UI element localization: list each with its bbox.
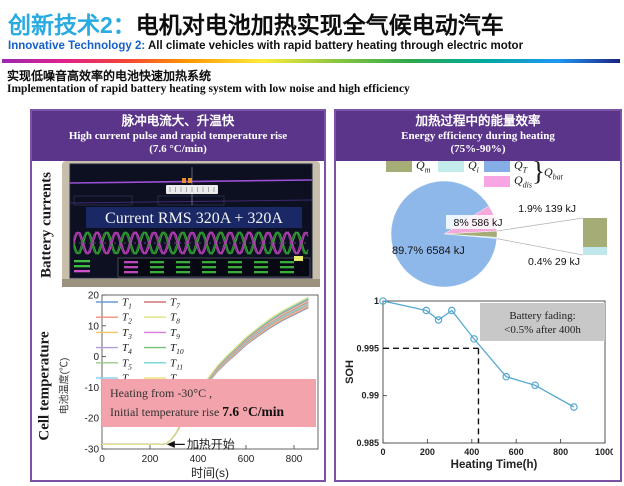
- svg-text:T8: T8: [170, 312, 180, 326]
- svg-text:800: 800: [286, 454, 303, 465]
- svg-text:0: 0: [99, 454, 105, 465]
- svg-text:<0.5% after 400h: <0.5% after 400h: [504, 324, 581, 336]
- svg-text:-30: -30: [85, 445, 100, 456]
- qt-label: QT: [514, 158, 528, 175]
- svg-text:T9: T9: [170, 327, 180, 341]
- qt-swatch: [484, 160, 510, 172]
- svg-text:时间(s): 时间(s): [191, 466, 229, 480]
- svg-text:Current RMS 320A + 320A: Current RMS 320A + 320A: [105, 210, 283, 227]
- cell-temperature-label-zh: 电池温度(℃): [59, 357, 71, 415]
- svg-text:Heating from -30°C ,: Heating from -30°C ,: [110, 386, 212, 400]
- svg-text:T3: T3: [122, 327, 132, 341]
- cell-temperature-chart: 0 200 400 600 800 -30 -20 -10 0 10 20 时间(s) T1T2T3T4…: [85, 291, 319, 480]
- svg-text:400: 400: [464, 447, 479, 457]
- svg-text:200: 200: [420, 447, 435, 457]
- battery-currents-label: Battery currents: [38, 172, 55, 279]
- soh-fade-chart: 0 200 400 600 800 1000 0.985 0.99 0.995 1 Heating …: [344, 296, 613, 471]
- subtitle-accent-en: Innovative Technology 2:: [8, 40, 146, 52]
- svg-text:20: 20: [88, 291, 100, 302]
- svg-text:89.7% 6584 kJ: 89.7% 6584 kJ: [392, 245, 465, 257]
- energy-pie-chart: 1.9% 139 kJ 0.4% 29 kJ 8% 586 kJ 89.7% 6584…: [390, 180, 607, 288]
- svg-text:T5: T5: [122, 357, 132, 371]
- legend-item-qdis: Qdis: [484, 173, 532, 189]
- svg-text:Initial temperature rise 7.6 °: Initial temperature rise 7.6 °C/min: [110, 404, 284, 419]
- qm-label: Qm: [416, 158, 431, 175]
- svg-text:600: 600: [238, 454, 255, 465]
- cell-temperature-label-col: Cell temperature 电池温度(℃): [32, 289, 72, 483]
- svg-text:0: 0: [380, 447, 385, 457]
- svg-text:Battery fading:: Battery fading:: [509, 310, 575, 322]
- cell-temperature-label: Cell temperature: [36, 331, 53, 441]
- title-main-zh: 电机对电池加热实现全气候电动汽车: [135, 12, 504, 38]
- svg-text:SOH: SOH: [344, 360, 356, 384]
- svg-text:-20: -20: [85, 414, 100, 425]
- oscilloscope-row: Battery currents Current RMS 320A + 320A: [32, 161, 324, 289]
- qbat-label: Qbat: [544, 165, 563, 182]
- left-panel: 脉冲电流大、升温快 High current pulse and rapid t…: [30, 109, 326, 482]
- svg-text:10: 10: [88, 321, 100, 332]
- rainbow-divider: [2, 59, 620, 63]
- left-header-rate: (7.6 °C/min): [149, 143, 207, 156]
- svg-text:加热开始: 加热开始: [187, 438, 235, 452]
- page-subtitle: Innovative Technology 2: All climate veh…: [8, 40, 523, 52]
- svg-text:600: 600: [509, 447, 524, 457]
- qdis-label: Qdis: [514, 173, 533, 190]
- svg-text:T2: T2: [122, 312, 132, 326]
- svg-text:T7: T7: [170, 297, 180, 311]
- svg-text:T4: T4: [122, 342, 132, 356]
- section-heading-zh: 实现低噪音高效率的电池快速加热系统: [7, 69, 212, 83]
- legend-brace: }: [532, 156, 545, 186]
- subtitle-main-en: All climate vehicles with rapid battery …: [145, 40, 524, 52]
- svg-text:0.985: 0.985: [356, 438, 379, 448]
- svg-text:T11: T11: [170, 357, 183, 371]
- right-header-zh: 加热过程中的能量效率: [415, 114, 541, 128]
- right-header-range: (75%-90%): [450, 143, 506, 156]
- left-header-zh: 脉冲电流大、升温快: [121, 114, 235, 128]
- battery-currents-label-col: Battery currents: [32, 161, 62, 289]
- left-header-en: High current pulse and rapid temperature…: [68, 129, 288, 142]
- svg-text:0.995: 0.995: [356, 343, 379, 353]
- svg-text:200: 200: [142, 454, 159, 465]
- svg-text:1000: 1000: [595, 447, 613, 457]
- right-panel-header: 加热过程中的能量效率 Energy efficiency during heat…: [336, 111, 620, 162]
- page-title: 创新技术2：电机对电池加热实现全气候电动汽车: [8, 6, 504, 40]
- qdis-swatch: [484, 175, 510, 187]
- legend-item-qt: QT: [484, 158, 527, 174]
- svg-text:400: 400: [190, 454, 207, 465]
- svg-text:T10: T10: [170, 342, 184, 356]
- qi-label: Qi: [468, 158, 479, 175]
- svg-text:0.4% 29 kJ: 0.4% 29 kJ: [528, 256, 580, 268]
- svg-text:8% 586 kJ: 8% 586 kJ: [453, 217, 502, 229]
- svg-text:0: 0: [93, 352, 99, 363]
- right-panel: 加热过程中的能量效率 Energy efficiency during heat…: [334, 109, 622, 482]
- svg-text:Heating Time(h): Heating Time(h): [451, 459, 538, 471]
- svg-text:800: 800: [553, 447, 568, 457]
- svg-text:-10: -10: [85, 383, 100, 394]
- legend-item-qi: Qi: [438, 158, 479, 174]
- left-panel-header: 脉冲电流大、升温快 High current pulse and rapid t…: [32, 111, 324, 162]
- qi-swatch: [438, 160, 464, 172]
- svg-text:T1: T1: [122, 297, 132, 311]
- energy-legend: Qm Qi QT Qdis } Qbat: [336, 156, 620, 191]
- qm-swatch: [386, 160, 412, 172]
- svg-text:0.99: 0.99: [361, 391, 379, 401]
- cell-temperature-row: Cell temperature 电池温度(℃) 0 200 400 600 800 -3…: [32, 289, 324, 483]
- legend-item-qm: Qm: [386, 158, 430, 174]
- right-header-en: Energy efficiency during heating: [401, 129, 555, 142]
- title-accent-zh: 创新技术2：: [8, 12, 136, 38]
- svg-text:1.9% 139 kJ: 1.9% 139 kJ: [518, 203, 576, 215]
- svg-text:1: 1: [374, 296, 379, 306]
- section-heading-en: Implementation of rapid battery heating …: [7, 83, 410, 95]
- oscilloscope-photo: Current RMS 320A + 320A: [62, 161, 320, 288]
